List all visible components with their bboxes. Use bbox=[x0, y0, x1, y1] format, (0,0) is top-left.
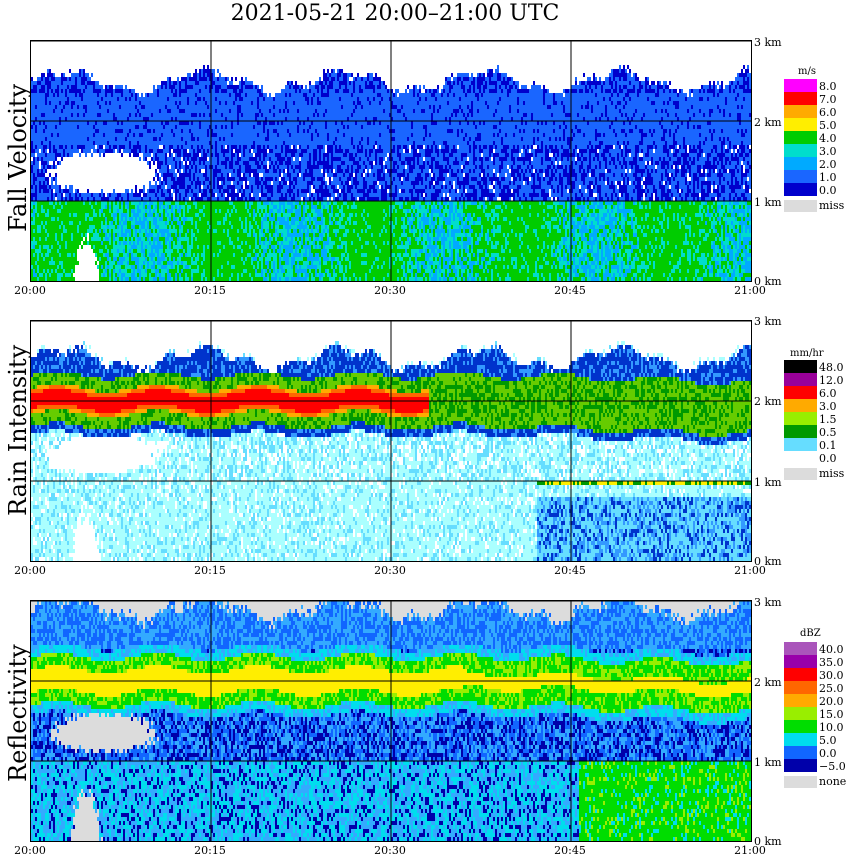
reflectivity-plot bbox=[30, 600, 752, 842]
colorbar-label: 0.0 bbox=[819, 748, 837, 759]
y-tick: 3 km bbox=[754, 36, 782, 49]
colorbar-missing-label: miss bbox=[819, 200, 844, 211]
colorbar-label: 5.0 bbox=[819, 735, 837, 746]
x-tick: 20:30 bbox=[374, 844, 406, 857]
x-tick: 20:15 bbox=[194, 284, 226, 297]
colorbar-missing-label: none bbox=[819, 776, 846, 787]
x-tick: 20:45 bbox=[554, 284, 586, 297]
y-tick: 0 km bbox=[754, 835, 782, 848]
rain-intensity-heatmap bbox=[31, 321, 751, 561]
y-tick: 0 km bbox=[754, 555, 782, 568]
colorbar-swatch bbox=[784, 707, 817, 720]
colorbar-swatch bbox=[784, 131, 817, 144]
colorbar-label: 15.0 bbox=[819, 709, 844, 720]
colorbar-swatch bbox=[784, 746, 817, 759]
reflectivity-heatmap bbox=[31, 601, 751, 841]
y-tick: 2 km bbox=[754, 676, 782, 689]
colorbar-missing-label: miss bbox=[819, 468, 844, 479]
y-tick: 2 km bbox=[754, 395, 782, 408]
colorbar-label: 3.0 bbox=[819, 401, 837, 412]
colorbar-swatch bbox=[784, 668, 817, 681]
colorbar-swatch bbox=[784, 386, 817, 399]
colorbar-missing-swatch bbox=[784, 200, 817, 212]
colorbar-label: 30.0 bbox=[819, 670, 844, 681]
colorbar-label: 3.0 bbox=[819, 146, 837, 157]
colorbar-swatch bbox=[784, 720, 817, 733]
colorbar-label: 6.0 bbox=[819, 107, 837, 118]
colorbar-swatch bbox=[784, 373, 817, 386]
colorbar-swatch bbox=[784, 144, 817, 157]
fall-velocity-heatmap bbox=[31, 41, 751, 281]
colorbar-swatch bbox=[784, 655, 817, 668]
colorbar-label: 10.0 bbox=[819, 722, 844, 733]
colorbar-swatch bbox=[784, 157, 817, 170]
colorbar-swatch bbox=[784, 759, 817, 772]
colorbar-label: 0.0 bbox=[819, 453, 837, 464]
colorbar-swatch bbox=[784, 183, 817, 196]
colorbar-unit: m/s bbox=[798, 66, 816, 77]
colorbar-label: 25.0 bbox=[819, 683, 844, 694]
colorbar-swatch bbox=[784, 681, 817, 694]
colorbar-unit: dBZ bbox=[800, 628, 821, 639]
colorbar-swatch bbox=[784, 360, 817, 373]
chart-title: 2021-05-21 20:00–21:00 UTC bbox=[0, 0, 790, 28]
colorbar-label: 1.0 bbox=[819, 172, 837, 183]
colorbar-label: 48.0 bbox=[819, 362, 844, 373]
y-tick: 0 km bbox=[754, 275, 782, 288]
x-tick: 20:45 bbox=[554, 844, 586, 857]
colorbar-swatch bbox=[784, 399, 817, 412]
colorbar-label: 1.5 bbox=[819, 414, 837, 425]
x-tick: 20:00 bbox=[14, 284, 46, 297]
colorbar-label: 20.0 bbox=[819, 696, 844, 707]
colorbar-swatch bbox=[784, 642, 817, 655]
panel-label-reflectivity: Reflectivity bbox=[4, 644, 32, 782]
x-tick: 20:30 bbox=[374, 284, 406, 297]
colorbar-swatch bbox=[784, 79, 817, 92]
colorbar-swatch bbox=[784, 425, 817, 438]
panel-label-rain-intensity: Rain Intensity bbox=[4, 345, 32, 516]
colorbar-label: 40.0 bbox=[819, 644, 844, 655]
colorbar-label: 5.0 bbox=[819, 120, 837, 131]
x-tick: 20:15 bbox=[194, 564, 226, 577]
x-tick: 20:00 bbox=[14, 844, 46, 857]
colorbar-label: 35.0 bbox=[819, 657, 844, 668]
colorbar-swatch bbox=[784, 105, 817, 118]
panel-label-fall-velocity: Fall Velocity bbox=[4, 84, 32, 232]
colorbar-swatch bbox=[784, 438, 817, 451]
colorbar-swatch bbox=[784, 733, 817, 746]
colorbar-swatch bbox=[784, 118, 817, 131]
y-tick: 3 km bbox=[754, 596, 782, 609]
colorbar-swatch bbox=[784, 451, 817, 464]
x-tick: 20:45 bbox=[554, 564, 586, 577]
colorbar-swatch bbox=[784, 412, 817, 425]
colorbar-label: 0.1 bbox=[819, 440, 837, 451]
colorbar-label: 12.0 bbox=[819, 375, 844, 386]
colorbar-missing-swatch bbox=[784, 468, 817, 480]
colorbar-label: 0.5 bbox=[819, 427, 837, 438]
colorbar-label: −5.0 bbox=[819, 761, 846, 772]
colorbar-missing-swatch bbox=[784, 776, 817, 788]
y-tick: 1 km bbox=[754, 196, 782, 209]
y-tick: 2 km bbox=[754, 116, 782, 129]
x-tick: 20:15 bbox=[194, 844, 226, 857]
colorbar-swatch bbox=[784, 694, 817, 707]
colorbar-unit: mm/hr bbox=[790, 348, 824, 359]
colorbar-swatch bbox=[784, 170, 817, 183]
colorbar-label: 4.0 bbox=[819, 133, 837, 144]
colorbar-label: 6.0 bbox=[819, 388, 837, 399]
y-tick: 3 km bbox=[754, 315, 782, 328]
colorbar-label: 8.0 bbox=[819, 81, 837, 92]
y-tick: 1 km bbox=[754, 756, 782, 769]
x-tick: 20:30 bbox=[374, 564, 406, 577]
fall-velocity-plot bbox=[30, 40, 752, 282]
colorbar-swatch bbox=[784, 92, 817, 105]
y-tick: 1 km bbox=[754, 476, 782, 489]
colorbar-label: 0.0 bbox=[819, 185, 837, 196]
colorbar-label: 2.0 bbox=[819, 159, 837, 170]
rain-intensity-plot bbox=[30, 320, 752, 562]
colorbar-label: 7.0 bbox=[819, 94, 837, 105]
x-tick: 20:00 bbox=[14, 564, 46, 577]
